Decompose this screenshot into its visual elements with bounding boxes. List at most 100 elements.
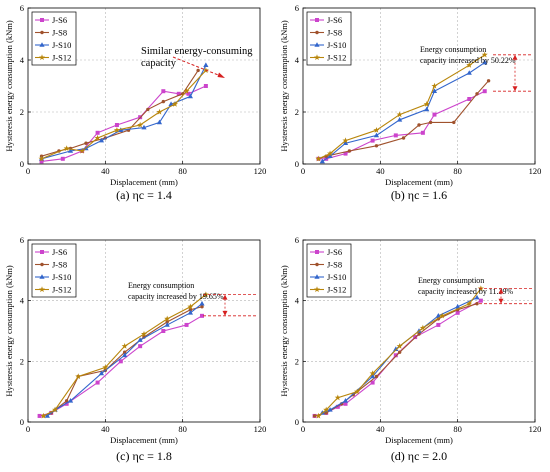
x-tick-label: 40 — [376, 166, 385, 176]
data-point — [466, 62, 473, 68]
x-axis-label: Displacement (mm) — [385, 435, 453, 445]
legend-label: J-S6 — [327, 15, 342, 25]
panel-caption: (b) ηc = 1.6 — [391, 188, 447, 202]
y-tick-label: 4 — [295, 296, 300, 306]
legend-box — [306, 11, 352, 66]
data-point — [335, 404, 340, 409]
annotation: Energy consumption capacity increased by … — [128, 281, 258, 317]
bracket-arrow-down — [222, 310, 228, 316]
y-tick-label: 0 — [295, 159, 299, 169]
legend-label: J-S8 — [327, 260, 342, 270]
data-point — [187, 303, 194, 310]
legend-label: J-S6 — [52, 15, 67, 25]
data-point — [432, 112, 437, 117]
data-point — [67, 148, 74, 153]
legend-box — [31, 243, 77, 298]
plot-frame — [302, 7, 536, 165]
annotation-text: Energy consumption — [420, 45, 486, 54]
data-point — [393, 346, 399, 351]
bracket-arrow-down — [498, 298, 504, 304]
data-point — [482, 59, 488, 65]
data-point — [196, 68, 200, 73]
data-point — [161, 89, 166, 94]
data-point — [431, 88, 438, 93]
legend-swatch-marker — [314, 42, 320, 47]
legend-label: J-S12 — [327, 285, 346, 295]
bracket-arrow-up — [512, 54, 518, 60]
y-axis-label: Hysteresis energy consumption (kNm) — [279, 20, 289, 152]
data-point — [64, 401, 69, 406]
data-point — [397, 350, 402, 354]
data-point — [486, 79, 491, 83]
data-point — [417, 332, 421, 336]
data-point — [161, 329, 166, 333]
data-point — [164, 315, 171, 322]
data-point — [342, 137, 349, 144]
data-point — [44, 413, 50, 418]
x-tick-label: 120 — [254, 424, 267, 434]
data-point — [52, 406, 59, 413]
y-tick-label: 0 — [20, 159, 24, 169]
data-point — [165, 320, 169, 324]
panel-caption: (a) ηc = 1.4 — [116, 188, 172, 202]
data-point — [95, 130, 100, 135]
data-point — [203, 62, 209, 67]
legend-box — [31, 11, 77, 66]
data-point — [102, 364, 109, 370]
data-point — [374, 374, 379, 379]
data-point — [94, 134, 101, 141]
data-point — [431, 82, 438, 89]
annotation-text: capacity — [141, 58, 177, 69]
legend-swatch-marker — [313, 54, 321, 61]
series-line — [43, 306, 203, 417]
data-point — [186, 91, 191, 96]
y-axis-label: Hysteresis energy consumption (kNm) — [279, 265, 289, 397]
chart-panel-2: 0 40 80 120 0 2 4 6 Displacement (mm) Hysteresis … — [279, 3, 541, 202]
y-tick-label: 4 — [20, 296, 25, 306]
data-point — [343, 151, 348, 156]
data-point — [184, 322, 189, 327]
x-axis-label: Displacement (mm) — [110, 177, 178, 187]
data-point — [138, 344, 143, 349]
data-point — [347, 149, 352, 153]
data-point — [423, 101, 430, 107]
x-tick-label: 40 — [376, 424, 385, 434]
data-point — [393, 133, 398, 138]
series-j-s12 — [38, 67, 209, 162]
legend-swatch-marker — [315, 30, 319, 35]
data-point — [122, 350, 127, 354]
legend-swatch-marker — [40, 18, 44, 22]
data-point — [466, 70, 472, 75]
legend-label: J-S6 — [327, 247, 342, 257]
data-point — [475, 92, 479, 96]
legend-label: J-S8 — [52, 28, 67, 38]
x-tick-label: 0 — [26, 166, 30, 176]
data-point — [199, 300, 205, 306]
data-point — [370, 373, 376, 379]
x-tick-label: 40 — [101, 166, 110, 176]
data-point — [146, 107, 150, 112]
data-point — [164, 322, 170, 327]
data-point — [39, 159, 44, 164]
legend-swatch-marker — [315, 262, 319, 267]
chart-panel-4: 0 40 80 120 0 2 4 6 Displacement (mm) Hysteresis … — [279, 235, 541, 463]
data-point — [435, 313, 441, 318]
y-tick-label: 6 — [20, 235, 24, 245]
data-point — [187, 310, 193, 315]
legend: J-S6 J-S8 J-S10 J-S12 — [306, 243, 352, 298]
x-tick-label: 120 — [254, 166, 267, 176]
data-point — [95, 380, 100, 385]
data-point — [474, 294, 480, 300]
data-point — [428, 120, 433, 125]
series-line — [318, 80, 490, 160]
data-point — [354, 388, 361, 395]
y-axis-label: Hysteresis energy consumption (kNm) — [4, 265, 14, 397]
y-tick-label: 4 — [295, 55, 300, 65]
data-point — [436, 322, 441, 327]
data-point — [351, 393, 355, 397]
annotation: Energy consumption capacity increased by … — [420, 45, 533, 92]
data-point — [478, 298, 483, 303]
plot-frame — [27, 239, 261, 423]
x-tick-label: 80 — [178, 166, 187, 176]
legend: J-S6 J-S8 J-S10 J-S12 — [31, 11, 77, 66]
